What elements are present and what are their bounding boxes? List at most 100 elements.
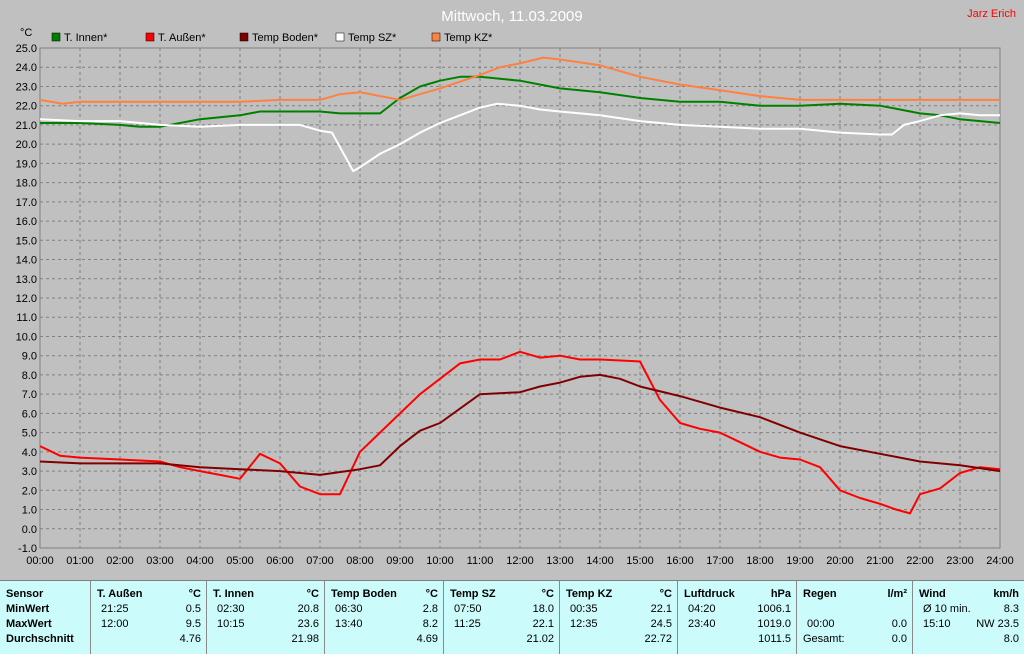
- legend: T. Innen* T. Außen* Temp Boden* Temp SZ* Tem…: [51, 32, 493, 44]
- x-tick-label: 03:00: [146, 555, 174, 567]
- stats-min-time: 06:30: [335, 603, 363, 615]
- chart-title: Mittwoch, 11.03.2009: [441, 8, 582, 25]
- stats-column: Temp KZ °C 00:35 22.1 12:35 24.5 22.72: [559, 581, 678, 654]
- y-tick-label: 17.0: [16, 197, 37, 209]
- stats-min-time: 04:20: [688, 603, 716, 615]
- stats-max-value: 24.5: [650, 618, 672, 630]
- y-tick-label: 0.0: [22, 524, 37, 536]
- stats-column-name: Luftdruck: [684, 588, 735, 600]
- x-tick-label: 20:00: [826, 555, 854, 567]
- stats-column-unit: °C: [306, 588, 319, 600]
- stats-column-unit: l/m²: [887, 588, 907, 600]
- y-tick-label: 5.0: [22, 428, 37, 440]
- x-tick-label: 15:00: [626, 555, 654, 567]
- stats-avg-value: 22.72: [644, 633, 672, 645]
- stats-max-value: 9.5: [185, 618, 201, 630]
- stats-column-unit: km/h: [993, 588, 1019, 600]
- stats-min-time: Ø 10 min.: [923, 603, 971, 615]
- stats-avg-value: 4.69: [416, 633, 438, 645]
- y-tick-label: 18.0: [16, 178, 37, 190]
- series-line-t-au-en: [39, 350, 1001, 515]
- x-tick-label: 23:00: [946, 555, 974, 567]
- stats-avg-value: 21.02: [526, 633, 554, 645]
- y-tick-label: 1.0: [22, 505, 37, 517]
- legend-label: Temp KZ*: [444, 32, 493, 44]
- stats-column: Wind km/h Ø 10 min. 8.3 15:10 NW 23.5 8.0: [912, 581, 1024, 654]
- stats-column: T. Außen °C 21:25 0.5 12:00 9.5 4.76: [90, 581, 207, 654]
- series-line-temp-kz: [39, 56, 1000, 105]
- y-tick-label: 7.0: [22, 389, 37, 401]
- stats-avg-value: 8.0: [1003, 633, 1019, 645]
- x-tick-label: 12:00: [506, 555, 534, 567]
- stats-min-value: 0.5: [185, 603, 201, 615]
- legend-label: Temp SZ*: [348, 32, 397, 44]
- stats-column-name: Temp SZ: [450, 588, 496, 600]
- series-line-temp-boden: [39, 373, 1001, 476]
- stats-max-time: 10:15: [217, 618, 245, 630]
- y-tick-label: 6.0: [22, 408, 37, 420]
- y-tick-label: 16.0: [16, 216, 37, 228]
- stats-column-name: T. Außen: [97, 588, 143, 600]
- y-tick-label: 20.0: [16, 139, 37, 151]
- y-tick-label: 19.0: [16, 158, 37, 170]
- statistics-panel: Sensor MinWert MaxWert Durchschnitt T. Außen…: [0, 580, 1024, 654]
- y-axis-unit: °C: [20, 27, 32, 39]
- y-tick-label: 23.0: [16, 81, 37, 93]
- legend-swatch: [335, 32, 345, 42]
- x-tick-label: 17:00: [706, 555, 734, 567]
- stats-max-time: 15:10: [923, 618, 951, 630]
- y-tick-label: 4.0: [22, 447, 37, 459]
- x-tick-label: 16:00: [666, 555, 694, 567]
- stats-column: T. Innen °C 02:30 20.8 10:15 23.6 21.98: [206, 581, 325, 654]
- series-line-t-innen: [40, 75, 1001, 128]
- x-tick-label: 05:00: [226, 555, 254, 567]
- y-tick-label: 25.0: [16, 43, 37, 55]
- x-tick-label: 11:00: [467, 555, 494, 567]
- stats-column-name: Regen: [803, 588, 837, 600]
- stats-column-unit: °C: [541, 588, 554, 600]
- stats-column-unit: °C: [425, 588, 438, 600]
- legend-swatch: [145, 32, 155, 42]
- x-tick-label: 04:00: [186, 555, 214, 567]
- y-tick-label: 13.0: [16, 274, 37, 286]
- x-tick-label: 09:00: [386, 555, 414, 567]
- stats-min-value: 20.8: [297, 603, 319, 615]
- legend-swatch: [239, 32, 249, 42]
- stats-min-value: 1006.1: [757, 603, 791, 615]
- stats-max-time: 12:00: [101, 618, 129, 630]
- stats-row-label: MaxWert: [6, 618, 52, 630]
- legend-label: Temp Boden*: [252, 32, 319, 44]
- y-tick-label: 11.0: [16, 312, 37, 324]
- stats-column-name: T. Innen: [213, 588, 254, 600]
- y-tick-label: 15.0: [16, 235, 37, 247]
- legend-label: T. Innen*: [64, 32, 108, 44]
- y-tick-label: 2.0: [22, 485, 37, 497]
- stats-column-unit: hPa: [770, 588, 791, 600]
- x-tick-label: 06:00: [266, 555, 294, 567]
- x-tick-label: 13:00: [546, 555, 574, 567]
- x-tick-label: 10:00: [426, 555, 454, 567]
- y-tick-label: 21.0: [16, 120, 37, 132]
- x-tick-label: 21:00: [866, 555, 894, 567]
- stats-column: Temp SZ °C 07:50 18.0 11:25 22.1 21.02: [443, 581, 560, 654]
- stats-min-time: 21:25: [101, 603, 129, 615]
- stats-column: Luftdruck hPa 04:20 1006.1 23:40 1019.0 1011.5: [677, 581, 797, 654]
- stats-max-value: 8.2: [422, 618, 438, 630]
- stats-column-name: Temp Boden: [331, 588, 397, 600]
- x-tick-label: 02:00: [106, 555, 134, 567]
- series-line-temp-sz: [39, 102, 1000, 173]
- y-tick-label: 3.0: [22, 466, 37, 478]
- stats-max-value: NW 23.5: [976, 618, 1019, 630]
- stats-column: Temp Boden °C 06:30 2.8 13:40 8.2 4.69: [324, 581, 444, 654]
- stats-max-time: 11:25: [454, 618, 481, 630]
- stats-avg-value: 1011.5: [758, 633, 791, 645]
- x-tick-label: 19:00: [786, 555, 814, 567]
- stats-max-value: 22.1: [532, 618, 554, 630]
- y-tick-label: 12.0: [16, 293, 37, 305]
- stats-column-name: Wind: [919, 588, 946, 600]
- legend-label: T. Außen*: [158, 32, 206, 44]
- x-tick-label: 14:00: [586, 555, 614, 567]
- stats-min-value: 22.1: [650, 603, 672, 615]
- stats-min-value: 18.0: [532, 603, 554, 615]
- stats-max-time: 23:40: [688, 618, 716, 630]
